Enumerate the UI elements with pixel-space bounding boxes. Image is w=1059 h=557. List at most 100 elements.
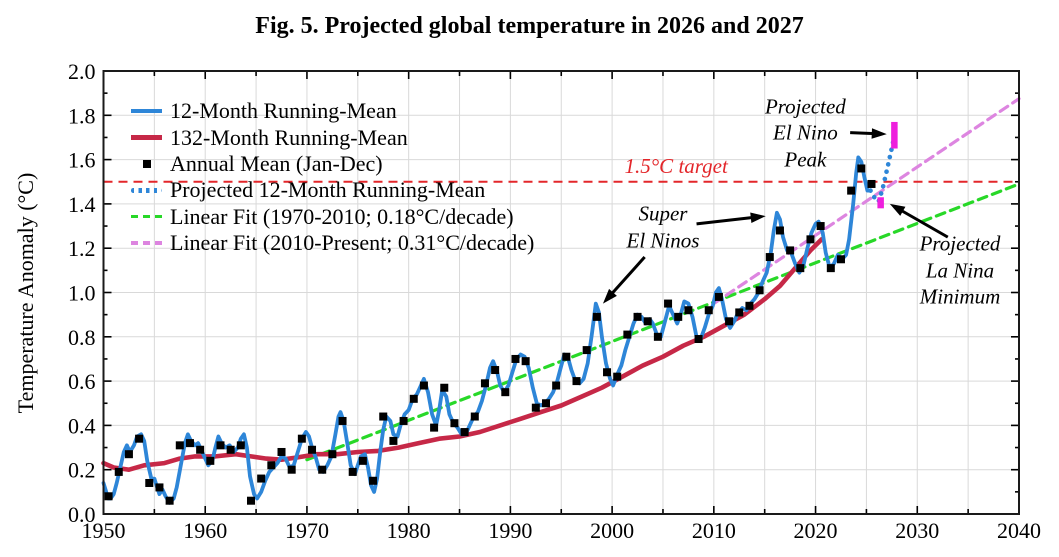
- y-tick-label: 1.6: [68, 148, 96, 173]
- dashed-violet-swatch: [131, 241, 162, 245]
- annual-mean-point: [562, 352, 571, 361]
- plot-frame: [102, 70, 1020, 515]
- y-tick-label: 0.4: [68, 413, 96, 438]
- annual-mean-point: [124, 450, 133, 459]
- annual-mean-point: [552, 381, 561, 390]
- y-tick-label: 0.0: [68, 502, 96, 527]
- annotation-projected-el-nino-peak: Projected El Nino Peak: [764, 94, 846, 172]
- series-running12: [101, 155, 873, 505]
- y-tick-label: 0.6: [68, 369, 96, 394]
- y-tick-label: 1.0: [68, 281, 96, 306]
- legend-item-fit-1970-2010: Linear Fit (1970-2010; 0.18°C/decade): [131, 204, 534, 230]
- y-axis-title: Temperature Anomaly (°C): [13, 172, 38, 414]
- annual-mean-point: [236, 441, 245, 450]
- annual-mean-point: [206, 456, 215, 465]
- annual-mean-point: [216, 441, 225, 450]
- legend-item-fit-2010-present: Linear Fit (2010-Present; 0.31°C/decade): [131, 230, 534, 256]
- annual-mean-point: [257, 474, 266, 483]
- x-tick-label: 2020: [794, 518, 838, 543]
- annual-mean-point: [175, 441, 184, 450]
- series-projection: [868, 138, 896, 204]
- annual-mean-point: [246, 496, 255, 505]
- legend-item-projection: Projected 12-Month Running-Mean: [131, 177, 534, 203]
- y-tick-label: 1.2: [68, 236, 96, 261]
- annual-mean-point: [531, 403, 540, 412]
- annual-mean-point: [308, 445, 317, 454]
- annual-mean-point: [114, 467, 123, 476]
- annotation-arrowhead: [889, 203, 906, 216]
- annual-mean-point: [664, 299, 673, 308]
- x-tick-label: 1960: [183, 518, 227, 543]
- legend-label: 132-Month Running-Mean: [170, 124, 408, 150]
- annual-mean-point: [847, 186, 856, 195]
- y-tick-label: 0.8: [68, 325, 96, 350]
- legend-item-132mo: 132-Month Running-Mean: [131, 124, 534, 150]
- dotted-blue-swatch: [131, 188, 162, 193]
- annotation-super-el-ninos: Super El Ninos: [626, 201, 700, 253]
- annual-mean-point: [816, 222, 825, 231]
- annual-mean-point: [521, 357, 530, 366]
- annual-mean-point: [592, 312, 601, 321]
- legend-item-annual-mean: Annual Mean (Jan-Dec): [131, 151, 534, 177]
- annotation-arrowhead: [602, 288, 617, 304]
- annual-mean-point: [480, 379, 489, 388]
- annotation-1-5c-target: 1.5°C target: [624, 154, 728, 179]
- annual-mean-point: [826, 264, 835, 273]
- blue-line-swatch: [131, 109, 162, 114]
- x-tick-label: 2040: [997, 518, 1041, 543]
- x-tick-label: 1950: [82, 518, 126, 543]
- annual-mean-point: [603, 368, 612, 377]
- annual-mean-point: [541, 399, 550, 408]
- y-tick-label: 2.0: [68, 59, 96, 84]
- annual-mean-point: [633, 312, 642, 321]
- figure-title: Fig. 5. Projected global temperature in …: [255, 13, 804, 39]
- annual-mean-point: [765, 253, 774, 262]
- annual-mean-point: [582, 346, 591, 355]
- annual-mean-point: [694, 335, 703, 344]
- annual-mean-point: [867, 179, 876, 188]
- annotation-arrow: [696, 215, 754, 226]
- annual-mean-point: [185, 439, 194, 448]
- annual-mean-point: [786, 246, 795, 255]
- y-tick-label: 0.2: [68, 458, 96, 483]
- annual-mean-point: [572, 377, 581, 386]
- annual-mean-point: [369, 476, 378, 485]
- annual-mean-point: [806, 235, 815, 244]
- annual-mean-point: [470, 412, 479, 421]
- y-tick-label: 1.8: [68, 103, 96, 128]
- legend-label: Linear Fit (1970-2010; 0.18°C/decade): [170, 203, 514, 229]
- annual-mean-point: [857, 164, 866, 173]
- annual-mean-point: [653, 332, 662, 341]
- annual-mean-point: [328, 450, 337, 459]
- annual-mean-point: [501, 388, 510, 397]
- annual-mean-point: [104, 492, 113, 501]
- annotation-arrow: [899, 208, 949, 239]
- annual-mean-point: [511, 354, 520, 363]
- annual-mean-point: [267, 461, 276, 470]
- x-tick-label: 2000: [590, 518, 634, 543]
- annual-mean-point: [196, 445, 205, 454]
- annual-mean-point: [165, 496, 174, 505]
- x-tick-label: 2010: [692, 518, 736, 543]
- annual-mean-point: [643, 317, 652, 326]
- annual-mean-point: [287, 465, 296, 474]
- annual-mean-point: [450, 419, 459, 428]
- y-tick-label: 1.4: [68, 192, 96, 217]
- annual-mean-point: [623, 330, 632, 339]
- legend-label: Linear Fit (2010-Present; 0.31°C/decade): [170, 230, 535, 256]
- annual-mean-point: [419, 381, 428, 390]
- legend-item-12mo: 12-Month Running-Mean: [131, 98, 534, 124]
- black-square-swatch: [131, 159, 162, 168]
- annual-mean-point: [135, 434, 144, 443]
- annual-mean-point: [389, 436, 398, 445]
- annual-mean-point: [755, 286, 764, 295]
- annotation-arrowhead: [871, 128, 887, 139]
- annual-mean-point: [318, 465, 327, 474]
- annual-mean-point: [460, 428, 469, 437]
- x-tick-label: 1990: [488, 518, 532, 543]
- dashed-green-swatch: [131, 215, 162, 219]
- x-tick-label: 1980: [387, 518, 431, 543]
- annual-mean-point: [714, 292, 723, 301]
- annual-mean-point: [145, 478, 154, 487]
